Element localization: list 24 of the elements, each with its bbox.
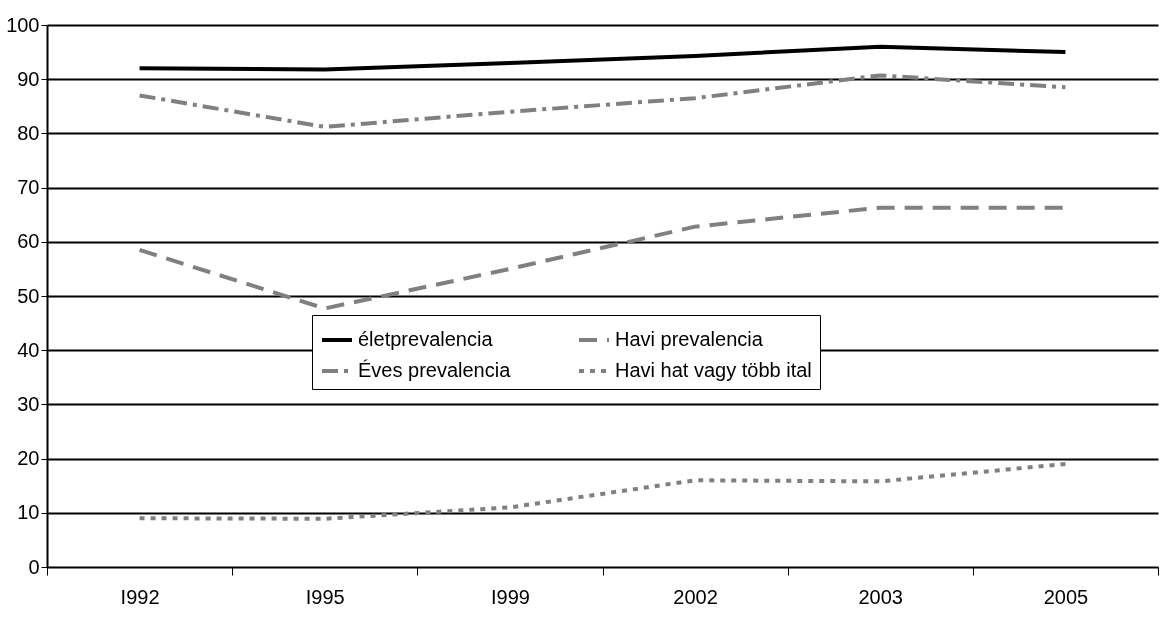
x-tick-label: I992 <box>120 585 160 608</box>
y-tick-label: 10 <box>17 501 40 524</box>
y-tick-label: 90 <box>17 67 40 90</box>
y-tick-label: 30 <box>17 392 40 415</box>
y-tick-label: 40 <box>17 338 40 361</box>
y-tick-label: 50 <box>17 284 40 307</box>
y-tick-label: 100 <box>6 13 40 36</box>
x-tick-label: I999 <box>490 585 530 608</box>
y-tick-label: 60 <box>17 230 40 253</box>
x-tick-label: 2003 <box>858 585 903 608</box>
y-tick-label: 20 <box>17 447 40 470</box>
line-series <box>137 44 1068 72</box>
y-tick-label: 80 <box>17 121 40 144</box>
legend-label: életprevalencia <box>358 328 494 350</box>
legend-label: Havi hat vagy több ital <box>615 359 812 381</box>
line-series <box>137 73 1068 129</box>
legend-label: Havi prevalencia <box>615 328 764 350</box>
x-tick-label: I995 <box>305 585 345 608</box>
line-series <box>137 462 1068 521</box>
legend-label: Éves prevalencia <box>358 359 512 381</box>
x-tick-label: 2002 <box>673 585 718 608</box>
x-tick-label: 2005 <box>1043 585 1089 608</box>
y-tick-label: 0 <box>28 555 40 578</box>
y-tick-label: 70 <box>17 176 40 199</box>
